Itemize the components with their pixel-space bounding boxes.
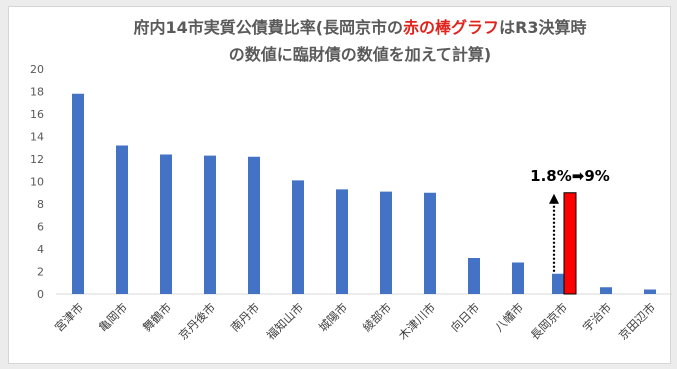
category-label: 八幡市: [492, 300, 526, 334]
bar: [644, 289, 656, 294]
y-tick-label: 12: [30, 153, 44, 166]
bar: [248, 156, 260, 294]
bar: [600, 287, 612, 294]
y-tick-label: 6: [37, 221, 44, 234]
bar: [512, 262, 524, 294]
title-part-4: の数値に臨財債の数値を加えて計算): [228, 45, 492, 64]
annotation-label: 1.8%➡9%: [530, 167, 610, 185]
bar: [292, 180, 304, 294]
category-label: 南丹市: [228, 300, 262, 334]
bar: [336, 189, 348, 294]
category-label: 向日市: [448, 300, 482, 334]
increase-arrow-head: [549, 193, 559, 204]
bar: [116, 145, 128, 294]
y-tick-label: 20: [30, 63, 44, 76]
y-tick-label: 8: [37, 198, 44, 211]
bar: [380, 191, 392, 294]
category-label: 長岡京市: [528, 300, 570, 342]
category-label: 木津川市: [396, 300, 438, 342]
category-label: 宮津市: [52, 300, 86, 334]
title-part-3: はR3決算時: [499, 18, 587, 37]
category-label: 城陽市: [316, 300, 350, 334]
category-label: 舞鶴市: [140, 300, 174, 334]
category-label: 宇治市: [580, 300, 614, 334]
bar: [552, 273, 564, 294]
bar: [424, 192, 436, 294]
bar: [468, 258, 480, 294]
y-tick-label: 18: [30, 86, 44, 99]
y-tick-label: 4: [37, 243, 44, 256]
category-label: 京丹後市: [176, 300, 218, 342]
title-part-1: 府内14市実質公債費比率(長岡京市の: [133, 18, 404, 37]
y-tick-label: 10: [30, 176, 44, 189]
category-label: 福知山市: [264, 300, 306, 342]
category-label: 綾部市: [360, 300, 394, 334]
y-tick-label: 0: [37, 288, 44, 301]
y-tick-label: 16: [30, 108, 44, 121]
highlight-bar: [563, 192, 577, 295]
y-tick-label: 14: [30, 131, 44, 144]
bar: [160, 154, 172, 294]
y-tick-label: 2: [37, 266, 44, 279]
bar: [72, 93, 84, 294]
title-part-highlight: 赤の棒グラフ: [403, 18, 500, 37]
category-label: 京田辺市: [616, 300, 658, 342]
bar: [204, 155, 216, 294]
category-label: 亀岡市: [96, 300, 130, 334]
chart-title: 府内14市実質公債費比率(長岡京市の赤の棒グラフはR3決算時 の数値に臨財債の数…: [80, 14, 640, 68]
